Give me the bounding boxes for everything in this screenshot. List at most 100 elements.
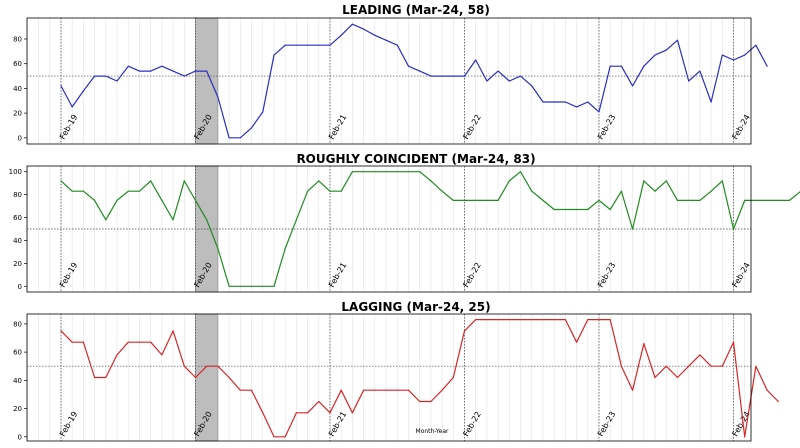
coincident-data-point: [318, 180, 320, 182]
leading-data-point: [486, 80, 488, 82]
lagging-data-point: [688, 365, 690, 367]
lagging-plot-frame: [26, 313, 752, 442]
lagging-data-point: [82, 341, 85, 343]
leading-data-point: [531, 85, 533, 87]
coincident-ytick-label: 80: [13, 191, 22, 199]
leading-data-point: [295, 44, 297, 46]
lagging-data-point: [497, 319, 499, 321]
coincident-data-point: [575, 208, 578, 211]
coincident-data-point: [396, 171, 398, 173]
coincident-ytick-label: 20: [13, 260, 22, 268]
coincident-data-point: [250, 285, 253, 287]
coincident-data-point: [340, 190, 342, 192]
lagging-data-point: [161, 354, 163, 356]
leading-data-point: [463, 75, 466, 77]
leading-data-point: [710, 101, 712, 103]
lagging-data-point: [194, 376, 197, 379]
lagging-data-point: [60, 330, 62, 332]
coincident-data-point: [777, 199, 779, 201]
leading-data-point: [329, 44, 331, 46]
lagging-data-point: [306, 412, 309, 414]
coincident-data-point: [419, 171, 421, 173]
lagging-data-point: [452, 376, 454, 379]
leading-data-point: [676, 39, 679, 41]
lagging-data-point: [732, 341, 735, 343]
lagging-data-point: [519, 319, 522, 321]
lagging-data-point: [441, 389, 443, 391]
coincident-data-point: [183, 180, 185, 182]
coincident-data-point: [385, 171, 387, 173]
coincident-data-point: [542, 199, 544, 201]
leading-data-point: [609, 65, 611, 67]
lagging-data-point: [374, 389, 376, 391]
lagging-data-point: [665, 365, 667, 367]
leading-data-point: [475, 59, 477, 61]
leading-data-point: [587, 101, 589, 103]
coincident-data-point: [206, 219, 208, 221]
leading-data-point: [744, 54, 746, 56]
lagging-data-point: [385, 389, 387, 391]
coincident-data-point: [508, 180, 510, 182]
lagging-grid: [27, 314, 746, 441]
lagging-data-point: [587, 319, 589, 321]
coincident-ytick-label: 0: [18, 283, 22, 291]
leading-data-point: [643, 65, 645, 67]
leading-data-point: [150, 70, 152, 72]
lagging-data-point: [295, 412, 297, 414]
lagging-xlabel: Month-Year: [416, 428, 449, 435]
lagging-data-point: [486, 319, 488, 321]
lagging-ytick-label: 60: [13, 349, 22, 357]
lagging-ytick-label: 40: [13, 377, 22, 385]
coincident-data-point: [699, 199, 701, 201]
leading-data-point: [766, 65, 768, 67]
leading-data-point: [194, 70, 197, 72]
lagging-data-point: [777, 400, 779, 403]
lagging-data-point: [172, 330, 174, 332]
leading-grid: [27, 18, 746, 144]
leading-panel: LEADING (Mar-24, 58) Feb-19 Feb-20 Feb-21 F…: [13, 3, 768, 145]
leading-data-point: [60, 85, 62, 87]
coincident-data-point: [262, 285, 264, 287]
coincident-data-point: [632, 228, 634, 230]
lagging-ytick-label: 20: [13, 405, 22, 413]
lagging-data-point: [643, 343, 645, 345]
lagging-title: LAGGING (Mar-24, 25): [341, 300, 490, 314]
coincident-data-point: [463, 199, 466, 201]
coincident-plot-frame: [26, 165, 752, 293]
leading-data-point: [94, 75, 96, 77]
leading-data-point: [262, 111, 264, 113]
coincident-data-point: [497, 199, 499, 201]
lagging-data-point: [318, 400, 320, 403]
lagging-data-point: [228, 376, 230, 379]
lagging-data-point: [284, 436, 286, 438]
leading-data-point: [575, 106, 578, 108]
coincident-data-point: [351, 171, 354, 173]
coincident-ytick-label: 100: [9, 168, 22, 176]
coincident-points: [60, 171, 791, 287]
lagging-data-point: [430, 400, 432, 403]
lagging-ytick-label: 80: [13, 320, 22, 328]
leading-data-point: [172, 70, 174, 72]
lagging-data-point: [116, 354, 118, 356]
coincident-data-point: [306, 190, 309, 192]
leading-data-point: [306, 44, 309, 46]
lagging-data-point: [127, 341, 129, 343]
leading-data-point: [318, 44, 320, 46]
lagging-data-point: [239, 389, 241, 391]
leading-data-point: [430, 75, 432, 77]
leading-data-point: [206, 70, 208, 72]
coincident-data-point: [553, 208, 555, 211]
leading-data-point: [127, 65, 129, 67]
coincident-ytick-label: 60: [13, 214, 22, 222]
coincident-data-point: [284, 247, 286, 250]
leading-data-point: [519, 75, 522, 77]
lagging-data-point: [508, 319, 510, 321]
lagging-data-point: [710, 365, 712, 367]
coincident-data-point: [82, 190, 85, 192]
leading-title: LEADING (Mar-24, 58): [342, 3, 490, 17]
coincident-data-point: [374, 171, 376, 173]
lagging-ytick-label: 0: [18, 433, 22, 441]
coincident-data-point: [94, 199, 96, 201]
leading-data-point: [374, 34, 376, 36]
leading-data-point: [732, 59, 735, 61]
